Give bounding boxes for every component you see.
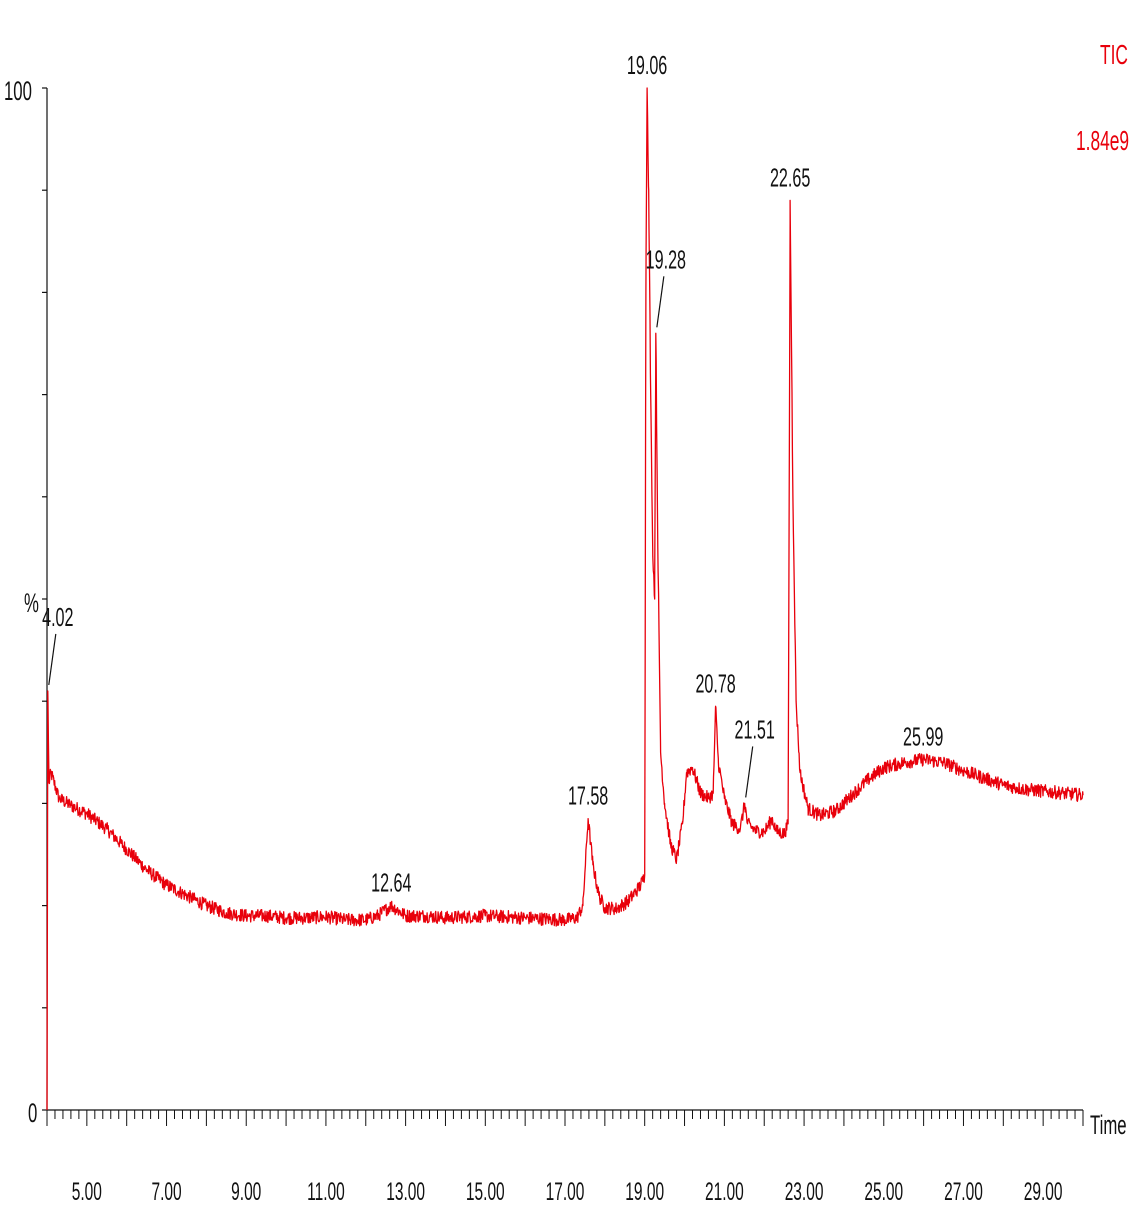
- y-axis-label: %: [24, 588, 39, 618]
- x-tick-label: 17.00: [546, 1178, 585, 1206]
- y-tick-label-zero: 0: [28, 1098, 37, 1128]
- peak-label: 12.64: [371, 868, 411, 898]
- peak-leader-line: [48, 633, 57, 686]
- x-axis-tick-labels: 5.00 7.00 9.00 11.00 13.00 15.00 17.00 19.00 21.…: [72, 1178, 1063, 1206]
- x-tick-label: 13.00: [386, 1178, 425, 1206]
- x-tick-label: 19.00: [625, 1178, 664, 1206]
- x-tick-label: 11.00: [307, 1178, 345, 1206]
- x-tick-label: 15.00: [466, 1178, 505, 1206]
- trace-name-label: TIC: [1100, 39, 1128, 70]
- peak-label: 25.99: [903, 721, 943, 751]
- axes: 100 0 % Time: [4, 76, 1127, 1140]
- plot-area: [46, 87, 1084, 1111]
- x-tick-label: 23.00: [785, 1178, 824, 1206]
- x-tick-label: 7.00: [151, 1178, 181, 1206]
- intensity-scale-label: 1.84e9: [1076, 125, 1129, 156]
- x-tick-label: 21.00: [705, 1178, 744, 1206]
- peak-label: 4.02: [42, 602, 73, 632]
- y-tick-label-max: 100: [4, 76, 32, 106]
- peak-leader-line: [745, 746, 754, 798]
- peak-label: 19.28: [646, 244, 686, 274]
- peak-label: 17.58: [568, 781, 608, 811]
- x-axis-ticks: [46, 1110, 1084, 1126]
- x-tick-label: 9.00: [231, 1178, 261, 1206]
- peak-label: 19.06: [627, 50, 667, 80]
- x-axis-label: Time: [1090, 1110, 1127, 1140]
- peak-label: 21.51: [735, 714, 775, 744]
- x-tick-label: 29.00: [1024, 1178, 1063, 1206]
- y-axis-ticks: [42, 87, 47, 1111]
- peak-label: 20.78: [695, 668, 735, 698]
- peak-leader-line: [656, 276, 665, 328]
- x-tick-label: 25.00: [864, 1178, 903, 1206]
- x-tick-label: 27.00: [944, 1178, 983, 1206]
- x-tick-label: 5.00: [72, 1178, 102, 1206]
- peak-label: 22.65: [770, 162, 810, 192]
- tic-trace-line: [46, 87, 1084, 1111]
